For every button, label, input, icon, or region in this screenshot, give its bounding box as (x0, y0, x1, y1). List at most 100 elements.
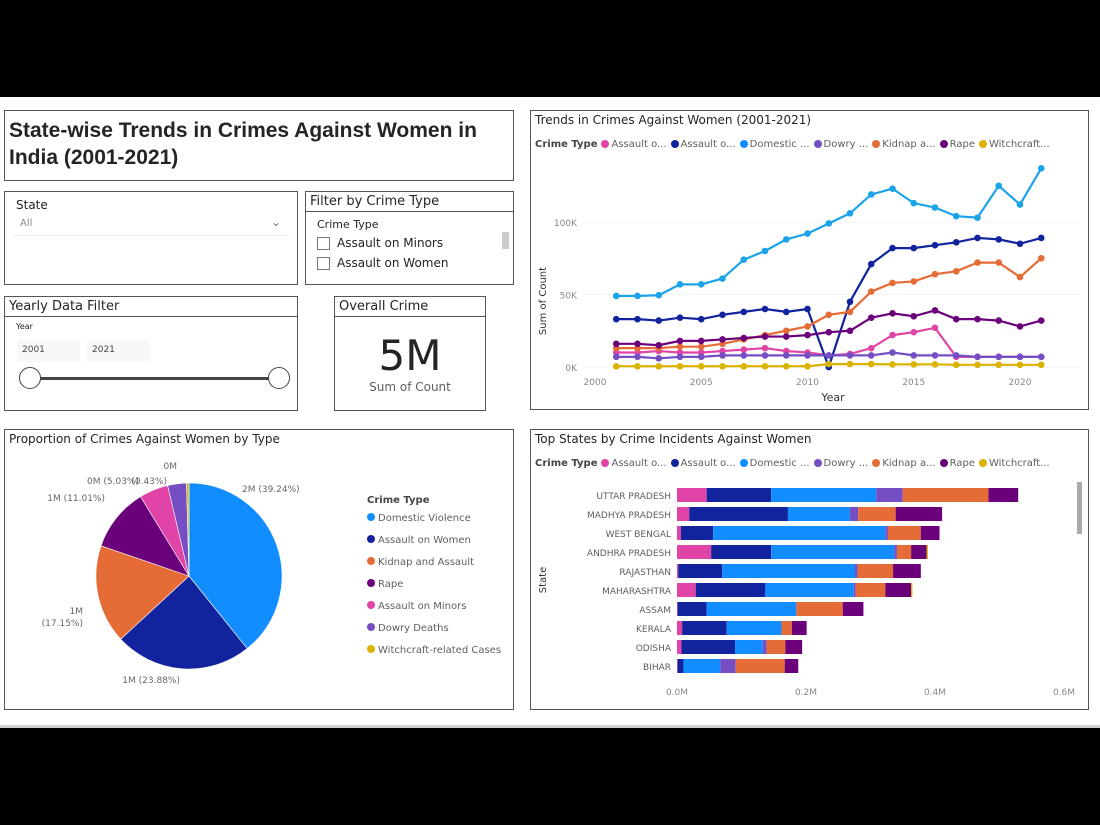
data-point (655, 355, 663, 362)
data-point (1016, 201, 1024, 208)
data-point (952, 212, 960, 220)
data-point (1037, 234, 1045, 242)
legend-marker (367, 645, 375, 653)
data-point (1016, 240, 1024, 248)
legend-item[interactable]: Kidnap a... (872, 458, 936, 469)
legend-item[interactable]: Witchcraft... (978, 458, 1050, 469)
bar-segment (887, 526, 921, 540)
data-point (697, 281, 705, 288)
year-from-input[interactable]: 2001 (17, 340, 80, 362)
legend-marker (367, 557, 375, 565)
legend-item[interactable]: Domestic ... (739, 458, 810, 469)
legend-item[interactable]: Assault o... (601, 458, 667, 469)
bar-chart-plot: 0.0M 0.2M 0.4M 0.6M State UTTAR PRADESH MADHYA… (538, 488, 1075, 698)
legend-item[interactable]: Witchcraft... (978, 139, 1050, 150)
data-point (782, 362, 790, 370)
data-point (740, 308, 748, 316)
data-point (867, 288, 875, 295)
legend-item[interactable]: Assault o... (601, 139, 667, 150)
data-point (931, 270, 939, 278)
option-label: Assault on Minors (337, 236, 444, 250)
data-point (697, 315, 705, 323)
bar-segment (765, 583, 854, 597)
data-point (719, 362, 726, 370)
slider-end-handle[interactable] (268, 367, 290, 389)
data-point (910, 244, 918, 252)
legend-item[interactable]: Dowry ... (813, 139, 868, 150)
legend-marker (670, 459, 679, 467)
data-point (1037, 361, 1045, 369)
crime-type-option[interactable]: Assault on Minors (306, 233, 513, 253)
category-label: ODISHA (636, 644, 672, 654)
data-point (910, 312, 918, 320)
checkbox[interactable] (317, 256, 330, 270)
data-point (910, 199, 918, 207)
bar-segment (785, 640, 803, 654)
data-point (931, 352, 939, 359)
bar-segment (876, 488, 903, 502)
data-point (825, 328, 833, 336)
bar-segment (858, 507, 896, 521)
data-point (931, 324, 939, 332)
bar-segment (911, 583, 913, 597)
legend-item[interactable]: Rape (939, 458, 975, 469)
legend-title: Crime Type (535, 139, 598, 150)
bar-segment (711, 545, 772, 559)
legend-marker (601, 459, 610, 467)
data-point (995, 236, 1003, 243)
legend-label: Dowry ... (823, 458, 869, 469)
legend-label: Kidnap a... (882, 458, 936, 469)
data-point (995, 353, 1003, 361)
crime-type-slicer-title: Filter by Crime Type (306, 192, 513, 212)
y-tick-label: 100K (554, 219, 578, 229)
data-point (825, 220, 833, 227)
data-point (846, 352, 854, 359)
data-point (676, 337, 684, 345)
legend-item[interactable]: Kidnap a... (872, 139, 936, 150)
bar-segment (771, 545, 895, 559)
state-dropdown[interactable]: All ⌄ (13, 214, 289, 236)
bar-segment (895, 507, 943, 521)
data-point (719, 311, 726, 319)
data-point (995, 361, 1003, 369)
data-point (761, 352, 769, 359)
data-point (676, 353, 684, 361)
bar-segment (677, 621, 683, 635)
legend-marker (978, 459, 987, 467)
legend-marker (367, 623, 375, 631)
slider-track[interactable] (30, 377, 280, 380)
bar-segment (681, 640, 736, 654)
legend-item[interactable]: Rape (939, 139, 975, 150)
data-point (846, 298, 854, 306)
legend-label: Assault o... (611, 458, 667, 469)
crime-type-option[interactable]: Assault on Women (306, 253, 513, 273)
legend-title: Crime Type (535, 458, 598, 469)
legend-marker (367, 513, 375, 521)
legend-label: Assault o... (680, 458, 736, 469)
kpi-label: Sum of Count (369, 380, 451, 394)
checkbox[interactable] (317, 236, 330, 250)
legend-label: Assault o... (611, 139, 667, 150)
year-to-input[interactable]: 2021 (87, 340, 150, 362)
legend-label: Witchcraft... (988, 458, 1050, 469)
data-point (910, 361, 918, 368)
bar-segment (677, 602, 678, 616)
bar-segment (857, 564, 894, 578)
data-point (846, 308, 854, 316)
data-point (782, 333, 790, 340)
legend-marker (367, 535, 375, 543)
pie-slice (95, 545, 190, 640)
bar-segment (893, 564, 921, 578)
bar-segment (853, 583, 856, 597)
legend-item[interactable]: Assault o... (670, 139, 736, 150)
legend-item[interactable]: Assault o... (670, 458, 736, 469)
x-tick-label: 0.4M (924, 688, 946, 698)
data-point (761, 305, 769, 313)
slider-start-handle[interactable] (19, 367, 41, 389)
scrollbar[interactable] (1077, 482, 1082, 534)
data-point (995, 259, 1003, 266)
legend-item[interactable]: Dowry ... (813, 458, 869, 469)
scrollbar[interactable] (502, 232, 509, 249)
legend-item[interactable]: Domestic ... (739, 139, 810, 150)
data-point (1037, 165, 1045, 172)
